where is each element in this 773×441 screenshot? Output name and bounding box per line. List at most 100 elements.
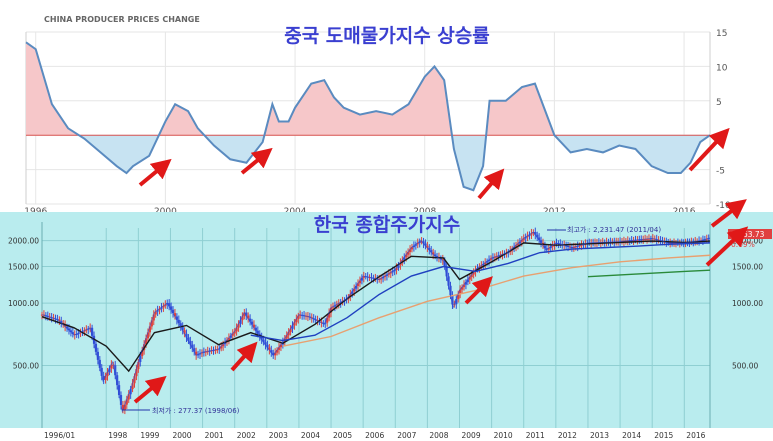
price-bar-body xyxy=(154,311,157,315)
bottom-x-tick-label: 1998 xyxy=(108,431,127,440)
price-bar-body xyxy=(522,238,525,241)
price-bar-body xyxy=(202,351,205,353)
price-bar-body xyxy=(439,258,442,260)
price-bar-body xyxy=(260,336,263,340)
price-bar-body xyxy=(493,256,496,258)
price-bar-body xyxy=(403,257,406,260)
price-bar-body xyxy=(129,389,132,395)
price-bar-body xyxy=(539,240,543,243)
price-bar-body xyxy=(470,274,473,278)
price-bar-body xyxy=(393,269,396,272)
price-bar-body xyxy=(241,316,244,321)
price-bar-body xyxy=(326,317,329,323)
arrow-7 xyxy=(230,341,258,372)
bottom-x-tick-label: 2008 xyxy=(429,431,448,440)
bottom-x-tick-label: 2013 xyxy=(590,431,609,440)
price-bar-body xyxy=(139,356,142,362)
price-bar-body xyxy=(397,265,400,268)
price-bar-body xyxy=(195,351,198,356)
price-bar-body xyxy=(131,383,134,390)
price-bar-body xyxy=(356,283,360,286)
price-bar-body xyxy=(497,255,500,257)
bottom-x-tick-label: 2000 xyxy=(172,431,191,440)
price-bar-body xyxy=(451,295,454,305)
price-bar-body xyxy=(385,274,389,276)
price-bar-body xyxy=(235,327,238,332)
price-bar-body xyxy=(640,239,643,241)
china-ppi-chart: 151050-5-10 199620002004200820122016 CHI… xyxy=(24,15,731,217)
price-bar-body xyxy=(405,254,408,258)
price-bar-body xyxy=(229,335,232,338)
price-bar-body xyxy=(98,359,101,368)
price-bar-body xyxy=(418,241,421,243)
price-bar-body xyxy=(480,265,483,267)
price-bar-body xyxy=(146,332,150,339)
price-bar-body xyxy=(243,312,246,317)
price-bar-body xyxy=(231,333,234,336)
bottom-x-tick-label: 2007 xyxy=(397,431,416,440)
price-bar-body xyxy=(464,282,468,285)
price-bar-body xyxy=(468,277,471,280)
price-bar-body xyxy=(220,346,223,349)
price-bar-body xyxy=(85,329,88,331)
price-bar-body xyxy=(528,234,531,236)
price-bar-body xyxy=(295,318,298,323)
price-bar-body xyxy=(360,277,363,281)
bottom-x-tick-label: 2006 xyxy=(365,431,384,440)
price-bar-body xyxy=(380,278,383,280)
price-bar-body xyxy=(647,238,651,240)
arrow-5 xyxy=(710,199,747,228)
price-bar-body xyxy=(491,257,494,259)
price-bar-body xyxy=(422,241,425,244)
price-bar-body xyxy=(187,337,190,341)
price-bar-body xyxy=(114,365,117,376)
source-label: CHINA PRODUCER PRICES CHANGE xyxy=(44,15,200,24)
price-bar-body xyxy=(543,245,547,249)
price-bar-body xyxy=(222,344,225,347)
price-bar-body xyxy=(102,375,105,380)
price-bar-body xyxy=(703,239,706,241)
price-bar-body xyxy=(272,352,275,356)
price-bar-body xyxy=(408,249,412,253)
moving-average-line xyxy=(41,240,710,373)
price-bar-body xyxy=(266,344,269,348)
price-bar-body xyxy=(198,353,202,355)
bottom-left-y-tick-label: 1000.00 xyxy=(8,299,39,308)
price-bar-body xyxy=(636,239,639,241)
arrow-6 xyxy=(133,375,167,404)
price-bar-body xyxy=(133,376,136,384)
top-area-fills xyxy=(26,42,710,191)
price-bar-body xyxy=(204,351,207,353)
price-bar-body xyxy=(141,350,144,357)
price-bar-body xyxy=(416,242,419,245)
price-bar-body xyxy=(626,240,629,242)
price-bar-body xyxy=(495,256,498,258)
price-bar-body xyxy=(478,266,481,269)
price-bar-body xyxy=(549,246,552,249)
price-bar-body xyxy=(580,244,583,246)
price-bar-body xyxy=(75,334,78,336)
price-path xyxy=(41,231,710,414)
price-bar-body xyxy=(645,238,649,240)
moving-averages xyxy=(41,231,710,414)
ppi-line xyxy=(25,41,711,192)
price-bar-body xyxy=(582,244,585,246)
price-bar-body xyxy=(94,343,98,352)
price-bar-body xyxy=(270,350,273,353)
price-bar-body xyxy=(152,314,155,321)
bottom-right-y-tick-label: 1500.00 xyxy=(732,263,763,272)
price-bar-body xyxy=(91,327,94,336)
price-bar-body xyxy=(514,245,518,247)
price-bar-body xyxy=(430,250,433,253)
price-bar-body xyxy=(524,237,527,239)
price-bar-body xyxy=(237,323,240,328)
bottom-x-tick-label: 2009 xyxy=(462,431,481,440)
price-bar-body xyxy=(387,273,390,275)
price-bar-body xyxy=(389,272,392,274)
top-y-tick-label: 5 xyxy=(716,98,722,108)
bottom-x-tick-label: 2016 xyxy=(686,431,705,440)
price-bar-body xyxy=(150,320,153,327)
bottom-left-y-tick-label: 1500.00 xyxy=(8,263,39,272)
bottom-x-tick-label: 2015 xyxy=(654,431,673,440)
price-bar-body xyxy=(196,354,200,356)
